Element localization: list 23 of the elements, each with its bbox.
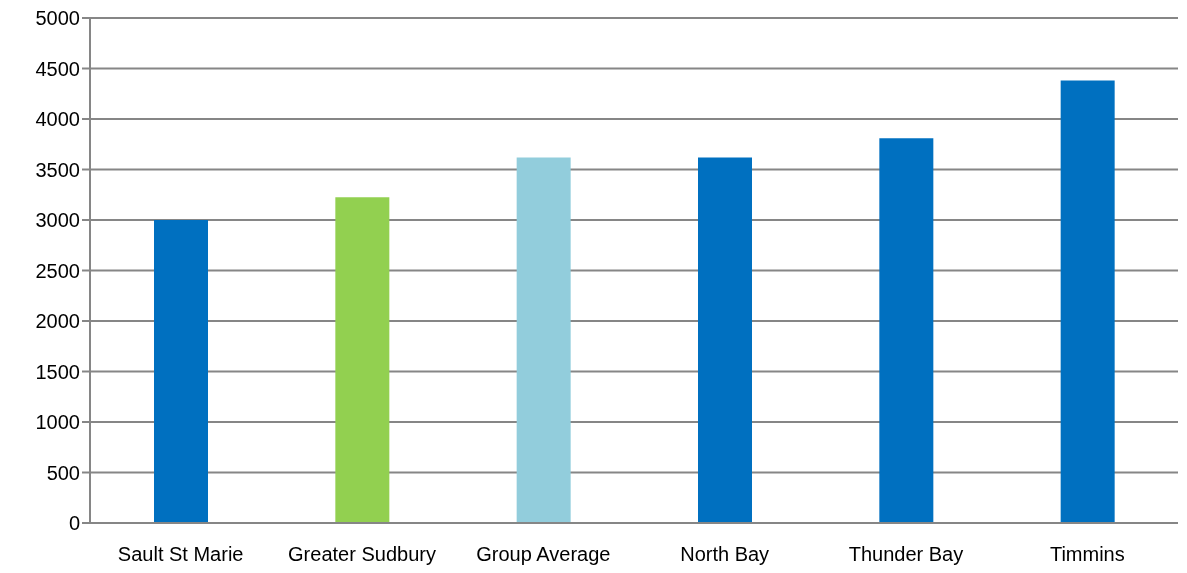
x-tick-label: Sault St Marie bbox=[117, 543, 244, 566]
y-tick-label: 0 bbox=[68, 512, 80, 535]
bar bbox=[516, 157, 571, 523]
y-tick-label: 1500 bbox=[35, 360, 80, 383]
y-tick-label: 4500 bbox=[35, 57, 80, 80]
bar bbox=[154, 220, 208, 523]
y-tick-label: 500 bbox=[46, 461, 80, 484]
y-tick-label: 3000 bbox=[35, 209, 80, 232]
y-tick-label: 4000 bbox=[35, 108, 80, 131]
bar bbox=[335, 197, 390, 523]
bar bbox=[879, 138, 934, 523]
bar bbox=[1060, 80, 1115, 523]
y-tick-label: 5000 bbox=[35, 7, 80, 30]
bar bbox=[698, 157, 752, 523]
y-tick-label: 1000 bbox=[35, 411, 80, 434]
y-tick-label: 2500 bbox=[35, 259, 80, 282]
y-tick-label: 3500 bbox=[35, 158, 80, 181]
x-tick-label: Timmins bbox=[1049, 543, 1125, 566]
x-tick-label: Thunder Bay bbox=[848, 543, 964, 566]
x-tick-label: Greater Sudbury bbox=[288, 543, 436, 566]
x-tick-label: North Bay bbox=[680, 543, 770, 566]
y-tick-label: 2000 bbox=[35, 310, 80, 333]
x-tick-label: Group Average bbox=[476, 543, 611, 566]
